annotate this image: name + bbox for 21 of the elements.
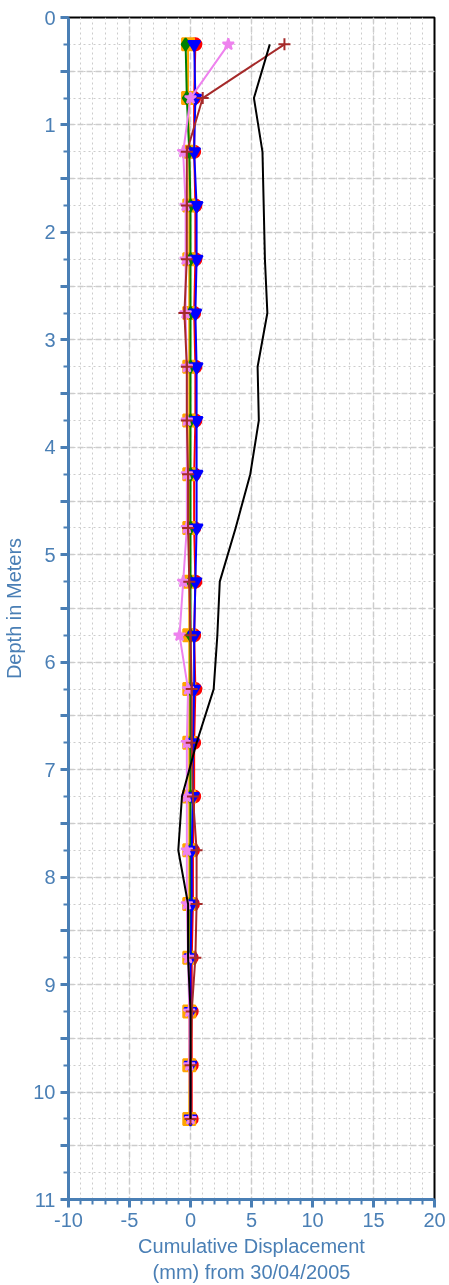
x-tick-label: 20: [423, 1208, 446, 1231]
y-tick-label: 5: [44, 543, 56, 566]
y-tick-label: 10: [33, 1081, 56, 1104]
y-tick-label: 6: [44, 651, 56, 674]
x-tick-label: 0: [184, 1208, 197, 1231]
x-tick-label: -10: [54, 1208, 83, 1231]
y-tick-label: 2: [44, 221, 56, 244]
y-tick-label: 9: [44, 973, 56, 996]
y-tick-label: 7: [44, 758, 56, 781]
x-tick-label: 5: [245, 1208, 258, 1231]
x-tick-label: 15: [362, 1208, 385, 1231]
y-tick-label: 1: [44, 113, 56, 136]
y-tick-label: 8: [44, 866, 56, 889]
y-tick-label: 3: [44, 328, 56, 351]
y-tick-label: 4: [44, 436, 56, 459]
x-axis-title: Cumulative Displacement (mm) from 30/04/2005: [138, 1234, 366, 1283]
y-axis-title: Depth in Meters: [3, 537, 26, 680]
x-tick-label: 10: [301, 1208, 324, 1231]
x-tick-label: -5: [120, 1208, 139, 1231]
y-tick-label: 0: [44, 6, 56, 29]
y-tick-label: 11: [34, 1188, 56, 1211]
